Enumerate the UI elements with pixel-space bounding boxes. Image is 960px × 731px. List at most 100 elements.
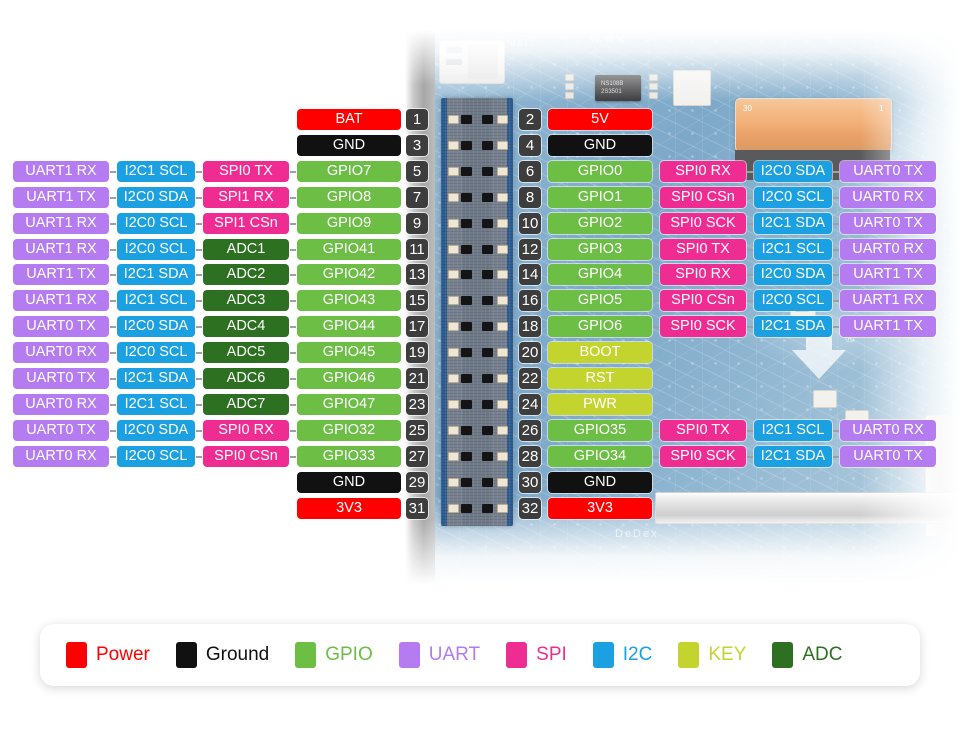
pin-name-gpio: GPIO8: [297, 187, 401, 208]
pin-link-dash: [747, 274, 753, 276]
pin-number: 29: [406, 472, 428, 493]
header-pin-contact: [497, 400, 508, 409]
header-pin-socket: [461, 193, 472, 202]
pin-link-dash: [833, 249, 839, 251]
header-pin-socket: [482, 504, 493, 513]
pin-link-dash: [833, 274, 839, 276]
header-pin-socket: [461, 322, 472, 331]
header-pin-socket: [461, 219, 472, 228]
pin-label-i2c: I2C0 SDA: [117, 187, 195, 208]
pin-link-dash: [290, 300, 296, 302]
pin-link-dash: [833, 197, 839, 199]
header-pin-contact: [448, 478, 459, 487]
pin-name-gpio: GPIO43: [297, 290, 401, 311]
pin-link-dash: [747, 326, 753, 328]
pin-name-power: 5V: [548, 109, 652, 130]
legend-label-power: Power: [96, 644, 150, 665]
pin-name-ground: GND: [297, 472, 401, 493]
header-pin-contact: [448, 270, 459, 279]
pin-link-dash: [833, 456, 839, 458]
pin-label-adc: ADC2: [203, 264, 289, 285]
pin-label-adc: ADC3: [203, 290, 289, 311]
header-pin-socket: [482, 426, 493, 435]
header-pin-contact: [448, 426, 459, 435]
pin-label-spi: SPI0 TX: [660, 420, 746, 441]
pin-label-uart: UART1 TX: [13, 187, 109, 208]
pin-link-dash: [290, 352, 296, 354]
pin-label-i2c: I2C0 SDA: [117, 420, 195, 441]
pin-label-spi: SPI0 CSn: [660, 290, 746, 311]
legend-label-i2c: I2C: [622, 644, 653, 665]
pin-number: 11: [406, 239, 428, 260]
header-pin-contact: [448, 348, 459, 357]
pin-label-spi: SPI0 SCK: [660, 446, 746, 467]
legend-item-ground: Ground: [175, 642, 269, 668]
pin-link-dash: [833, 326, 839, 328]
header-pin-socket: [461, 245, 472, 254]
pin-link-dash: [653, 456, 659, 458]
pin-link-dash: [290, 223, 296, 225]
pin-link-dash: [110, 300, 116, 302]
header-pin-contact: [497, 504, 508, 513]
pin-label-spi: SPI0 RX: [660, 161, 746, 182]
pin-header-texture: [441, 98, 513, 526]
pin-label-spi: SPI0 RX: [660, 264, 746, 285]
header-pin-socket: [461, 115, 472, 124]
pin-link-dash: [747, 249, 753, 251]
header-pin-socket: [461, 296, 472, 305]
header-pin-socket: [482, 245, 493, 254]
legend-label-uart: UART: [428, 644, 481, 665]
pin-number: 8: [519, 187, 541, 208]
pin-link-dash: [110, 378, 116, 380]
header-pin-contact: [497, 141, 508, 150]
pin-link-dash: [290, 274, 296, 276]
pin-link-dash: [653, 223, 659, 225]
pin-number: 16: [519, 290, 541, 311]
header-pin-contact: [448, 400, 459, 409]
pin-name-ground: GND: [548, 472, 652, 493]
legend-label-gpio: GPIO: [325, 644, 373, 665]
pin-label-uart: UART1 RX: [13, 239, 109, 260]
pin-link-dash: [290, 197, 296, 199]
pin-label-adc: ADC4: [203, 316, 289, 337]
pin-name-gpio: GPIO0: [548, 161, 652, 182]
pin-label-i2c: I2C0 SCL: [117, 342, 195, 363]
pin-link-dash: [196, 274, 202, 276]
legend-swatch-i2c: [592, 642, 614, 668]
pin-label-spi: SPI0 TX: [203, 161, 289, 182]
pin-label-spi: SPI1 RX: [203, 187, 289, 208]
header-pin-contact: [448, 219, 459, 228]
pin-name-gpio: GPIO47: [297, 394, 401, 415]
pin-name-ground: GND: [297, 135, 401, 156]
pin-label-i2c: I2C0 SDA: [117, 316, 195, 337]
pin-name-power: 3V3: [548, 498, 652, 519]
pin-label-spi: SPI0 RX: [203, 420, 289, 441]
pin-number: 21: [406, 368, 428, 389]
pin-label-i2c: I2C1 SCL: [117, 394, 195, 415]
pin-number: 13: [406, 264, 428, 285]
header-pin-contact: [497, 167, 508, 176]
pin-label-i2c: I2C1 SDA: [754, 213, 832, 234]
pin-label-i2c: I2C1 SCL: [117, 290, 195, 311]
header-pin-contact: [497, 374, 508, 383]
pin-link-dash: [196, 404, 202, 406]
pin-label-uart: UART0 RX: [840, 420, 936, 441]
pin-name-power: 3V3: [297, 498, 401, 519]
legend-label-adc: ADC: [802, 644, 843, 665]
pin-label-i2c: I2C0 SCL: [117, 446, 195, 467]
pin-label-uart: UART1 RX: [840, 290, 936, 311]
pin-number: 15: [406, 290, 428, 311]
pin-label-adc: ADC5: [203, 342, 289, 363]
pin-name-gpio: GPIO1: [548, 187, 652, 208]
pin-label-uart: UART0 TX: [840, 213, 936, 234]
pin-label-uart: UART0 RX: [13, 342, 109, 363]
pin-link-dash: [196, 430, 202, 432]
pin-label-uart: UART1 TX: [840, 264, 936, 285]
pin-name-gpio: GPIO42: [297, 264, 401, 285]
pin-name-key: RST: [548, 368, 652, 389]
pin-link-dash: [290, 326, 296, 328]
pin-number: 25: [406, 420, 428, 441]
header-pin-socket: [482, 322, 493, 331]
pin-number: 27: [406, 446, 428, 467]
pin-number: 5: [406, 161, 428, 182]
